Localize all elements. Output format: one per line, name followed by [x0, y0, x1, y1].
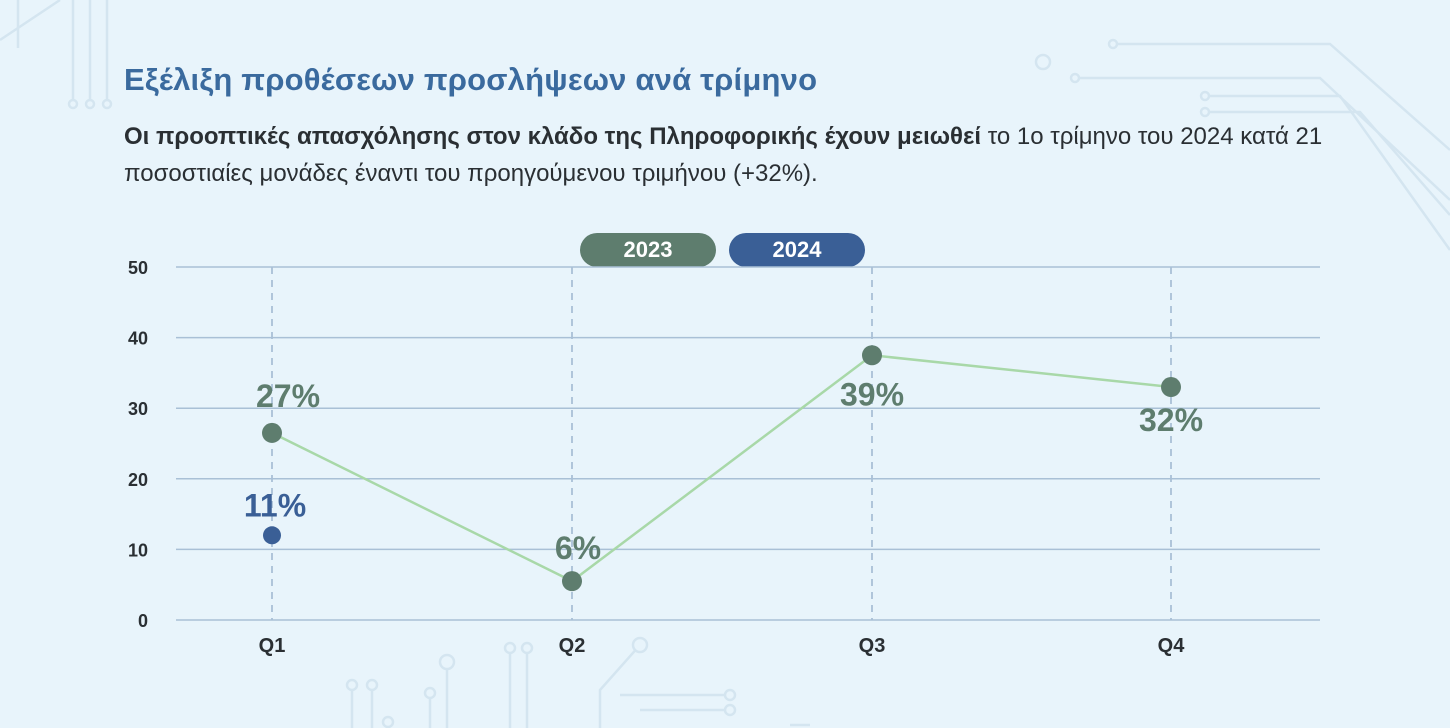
data-label: 32% [1139, 402, 1203, 438]
chart-title: Εξέλιξη προθέσεων προσλήψεων ανά τρίμηνο [124, 62, 818, 97]
legend-2023: 2023 [580, 233, 716, 267]
series-2023-point [262, 422, 282, 443]
series-2023-point [862, 345, 882, 366]
chart-subtitle: Οι προοπτικές απασχόλησης στον κλάδο της… [124, 118, 1324, 192]
data-label: 27% [256, 378, 320, 414]
series-2024-point [263, 526, 281, 545]
x-tick-label: Q4 [1158, 635, 1186, 657]
y-tick-label: 50 [128, 258, 148, 278]
y-tick-label: 30 [128, 399, 148, 419]
y-tick-label: 10 [128, 540, 148, 560]
y-tick-label: 0 [138, 611, 148, 631]
series-2023-line [271, 353, 1172, 583]
legend-2024: 2024 [729, 233, 865, 267]
y-tick-label: 40 [128, 329, 148, 349]
subtitle-bold: Οι προοπτικές απασχόλησης στον κλάδο της… [124, 123, 982, 150]
x-tick-label: Q3 [859, 635, 886, 657]
data-label: 6% [555, 530, 601, 566]
y-tick-label: 20 [128, 470, 148, 490]
x-tick-label: Q1 [259, 635, 286, 657]
data-label: 11% [244, 487, 306, 523]
x-tick-label: Q2 [559, 635, 586, 657]
series-2023-point [1161, 377, 1181, 398]
subtitle-rest: το 1ο τρίμηνο του 2024 κατά 21 ποσοστιαί… [124, 123, 1323, 187]
data-label: 39% [840, 376, 904, 412]
series-2023-point [562, 571, 582, 592]
